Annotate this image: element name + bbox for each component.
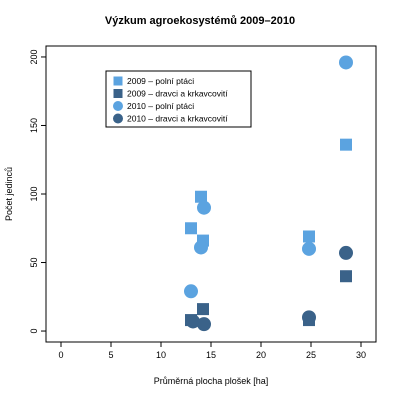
chart-title: Výzkum agroekosystémů 2009–2010 xyxy=(105,15,295,27)
legend-label-1: 2009 – polní ptáci xyxy=(127,76,194,86)
legend-circle-icon-4 xyxy=(113,113,123,124)
x-axis-label: Průměrná plocha plošek [ha] xyxy=(154,376,269,386)
y-tick-label-200: 200 xyxy=(29,49,39,64)
legend-box xyxy=(105,70,252,128)
point-square-s1-5 xyxy=(340,138,352,151)
point-square-s1-2 xyxy=(195,190,207,203)
x-tick-label-20: 20 xyxy=(256,350,266,360)
legend-label-2: 2009 – dravci a krkavcovití xyxy=(127,89,228,99)
legend-square-icon-1 xyxy=(113,76,123,86)
legend-square-icon-2 xyxy=(113,89,123,98)
y-tick-label-100: 100 xyxy=(29,186,39,201)
x-axis: 0 5 10 15 20 25 30 xyxy=(58,342,366,360)
legend-label-3: 2010 – polní ptáci xyxy=(127,101,194,111)
legend-circle-icon-3 xyxy=(113,101,123,111)
point-square-s2-2 xyxy=(197,303,209,316)
x-tick-label-10: 10 xyxy=(156,350,166,360)
x-tick-label-30: 30 xyxy=(356,350,366,360)
legend: 2009 – polní ptáci 2009 – dravci a krkavc… xyxy=(105,70,252,128)
x-tick-label-15: 15 xyxy=(206,350,216,360)
point-circle-s3-5 xyxy=(339,55,353,70)
y-tick-label-50: 50 xyxy=(29,258,39,268)
point-circle-s4-1 xyxy=(186,314,200,329)
legend-label-4: 2010 – dravci a krkavcovití xyxy=(127,114,228,124)
point-circle-s4-3 xyxy=(302,310,316,325)
point-circle-s4-2 xyxy=(197,317,211,332)
y-axis: 0 50 100 150 200 xyxy=(29,49,46,334)
y-axis-label: Počet jedinců xyxy=(4,167,14,221)
x-tick-label-25: 25 xyxy=(306,350,316,360)
point-circle-s3-1 xyxy=(184,284,198,299)
y-tick-label-150: 150 xyxy=(29,118,39,133)
point-circle-s3-2 xyxy=(194,240,208,255)
y-tick-label-0: 0 xyxy=(29,329,39,334)
x-tick-label-0: 0 xyxy=(58,350,63,360)
point-square-s2-4 xyxy=(340,270,352,283)
point-circle-s4-4 xyxy=(339,245,353,260)
point-square-s1-4 xyxy=(303,230,315,243)
x-tick-label-5: 5 xyxy=(108,350,113,360)
data-points xyxy=(184,55,353,332)
point-circle-s3-4 xyxy=(302,241,316,256)
point-circle-s3-3 xyxy=(197,200,211,215)
point-square-s1-1 xyxy=(185,222,197,235)
